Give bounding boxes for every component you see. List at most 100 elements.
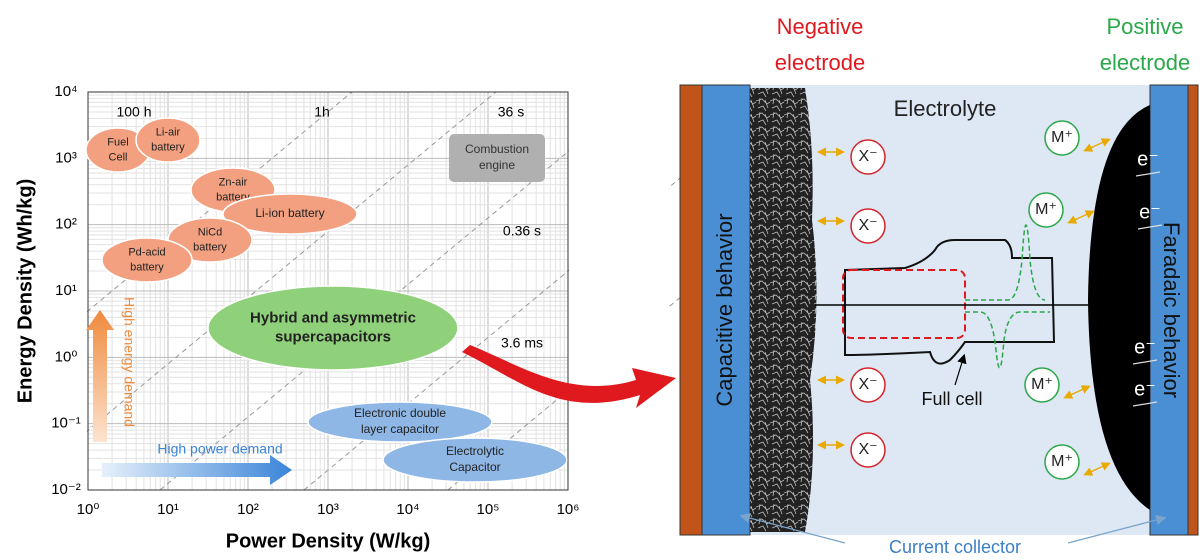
region-label: Li-ion battery: [255, 206, 324, 220]
ion-arrow: [1083, 138, 1111, 152]
cation-circle: [1024, 367, 1060, 403]
region: [449, 134, 545, 182]
cv-negative: [842, 269, 966, 339]
negative-label: Negative: [777, 14, 864, 39]
mask: [0, 0, 87, 560]
time-label: 36 s: [498, 104, 524, 120]
x-tick-label: 10²: [237, 501, 259, 518]
region-label: Pd-acid: [128, 246, 165, 258]
faradaic-label: Faradaic behavior: [1159, 222, 1184, 398]
region-label: Electronic double: [354, 406, 446, 420]
y-tick-label: 10³: [55, 149, 77, 166]
electron-arrow: [1135, 171, 1161, 177]
y-tick-label: 10⁻¹: [51, 415, 81, 432]
x-tick-label: 10⁰: [77, 501, 100, 518]
region-label: battery: [151, 141, 185, 153]
ion-arrow: [1063, 385, 1091, 399]
y-tick-label: 10⁴: [54, 83, 77, 100]
ion-arrow: [1083, 462, 1111, 476]
region-label: battery: [193, 241, 227, 253]
collector: [679, 84, 703, 536]
positive-label: Positive: [1106, 14, 1183, 39]
electron-arrow: [1137, 224, 1163, 230]
anion: X⁻: [858, 376, 877, 393]
anion-circle: [850, 367, 886, 403]
link-arrow: [462, 345, 676, 408]
cation-circle: [1028, 192, 1064, 228]
region-label: Zn-air: [219, 176, 248, 188]
pointer: [739, 512, 846, 544]
collector: [1149, 84, 1189, 536]
ion-arrow: [1067, 210, 1095, 224]
y-tick-label: 10¹: [55, 282, 77, 299]
region: [135, 117, 201, 163]
time-line: [447, 91, 929, 491]
collector: [1187, 84, 1199, 536]
x-tick-label: 10¹: [157, 501, 179, 518]
electron: e⁻: [1139, 201, 1161, 223]
electron: e⁻: [1134, 336, 1156, 358]
electron: e⁻: [1137, 148, 1159, 170]
region: [382, 437, 568, 483]
electron: e⁻: [1134, 378, 1156, 400]
pointer: [1067, 514, 1167, 544]
full-cell-label: Full cell: [921, 389, 982, 409]
cation-circle: [1044, 120, 1080, 156]
porous-electrode: [750, 88, 817, 532]
region: [207, 285, 459, 371]
anion-circle: [850, 139, 886, 175]
time-label: 1h: [314, 104, 330, 120]
time-label: 3.6 ms: [501, 335, 543, 351]
faradaic-electrode: [1088, 105, 1150, 510]
region-label: Li-air: [156, 126, 181, 138]
mask: [0, 0, 680, 91]
mask: [0, 491, 680, 560]
capacitive-label: Capacitive behavior: [712, 213, 737, 406]
region-label: Cell: [109, 151, 128, 163]
anion: X⁻: [858, 148, 877, 165]
electron-arrow: [1132, 359, 1158, 365]
negative-label: electrode: [775, 50, 866, 75]
anion: X⁻: [858, 217, 877, 234]
region-label: Combustion: [465, 142, 529, 156]
x-axis-label: Power Density (W/kg): [226, 530, 430, 552]
power-demand: High power demand: [157, 441, 282, 457]
mask: [569, 0, 669, 560]
region-label: Capacitor: [449, 460, 500, 474]
cation: M⁺: [1051, 453, 1073, 470]
y-tick-label: 10²: [55, 216, 77, 233]
x-tick-label: 10⁵: [477, 501, 500, 518]
y-tick-label: 10⁻²: [51, 481, 81, 498]
region-label: battery: [130, 261, 164, 273]
anion: X⁻: [858, 441, 877, 458]
region-label: layer capacitor: [361, 422, 439, 436]
time-line: [159, 91, 641, 491]
time-label: 100 h: [116, 104, 151, 120]
energy-demand: High energy demand: [121, 297, 137, 427]
region: [222, 193, 358, 235]
collector-label: Current collector: [889, 537, 1021, 557]
anion-circle: [850, 208, 886, 244]
cation-circle: [1044, 444, 1080, 480]
x-tick-label: 10⁴: [396, 501, 419, 518]
arrow: [102, 455, 292, 485]
region-label: engine: [479, 158, 515, 172]
cation: M⁺: [1051, 129, 1073, 146]
x-tick-label: 10⁶: [557, 501, 580, 518]
region-label: supercapacitors: [275, 328, 391, 345]
anion-circle: [850, 432, 886, 468]
pointer: [954, 353, 967, 386]
plot-frame: [87, 91, 569, 491]
region-label: Electrolytic: [446, 444, 504, 458]
y-tick-label: 10⁰: [55, 348, 78, 365]
region: [307, 401, 493, 443]
region-label: Fuel: [107, 136, 128, 148]
electrolyte-label: Electrolyte: [894, 96, 997, 121]
region: [101, 237, 193, 283]
positive-label: electrode: [1100, 50, 1191, 75]
x-tick-label: 10³: [317, 501, 339, 518]
arrow: [86, 310, 114, 442]
cation: M⁺: [1035, 201, 1057, 218]
time-label: 0.36 s: [503, 223, 541, 239]
